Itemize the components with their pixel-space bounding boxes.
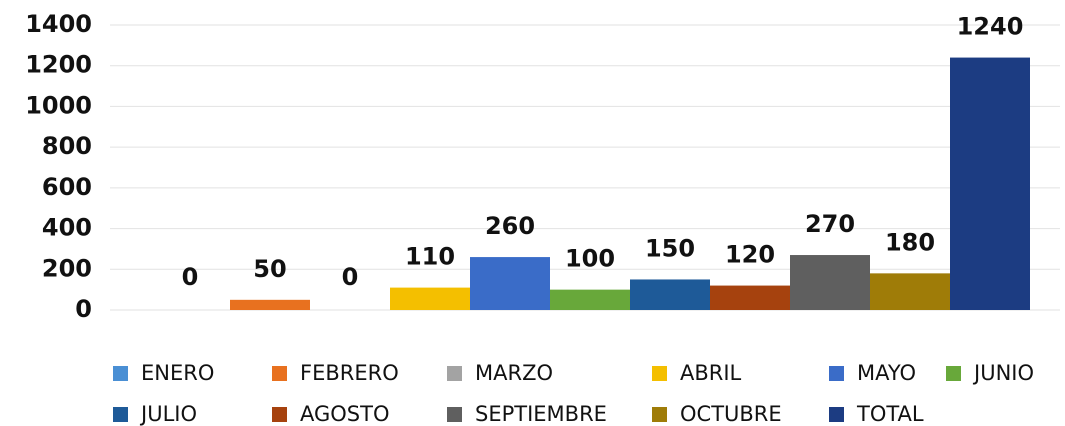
y-tick-label: 0 — [75, 295, 92, 323]
bar — [630, 279, 710, 310]
legend-swatch — [113, 366, 128, 381]
y-tick-label: 1400 — [25, 10, 92, 38]
bar — [790, 255, 870, 310]
legend-swatch — [652, 407, 667, 422]
bar — [470, 257, 550, 310]
y-tick-label: 1200 — [25, 51, 92, 79]
legend-label: TOTAL — [856, 402, 924, 426]
legend-label: JUNIO — [972, 361, 1034, 385]
legend-label: FEBRERO — [300, 361, 399, 385]
data-label: 0 — [182, 263, 199, 291]
data-label: 1240 — [957, 13, 1024, 41]
legend-label: ENERO — [141, 361, 214, 385]
legend-swatch — [946, 366, 961, 381]
legend-swatch — [652, 366, 667, 381]
bar — [390, 287, 470, 310]
legend-label: ABRIL — [680, 361, 742, 385]
legend-swatch — [272, 407, 287, 422]
bar — [230, 299, 310, 310]
bar — [550, 289, 630, 310]
legend-swatch — [829, 366, 844, 381]
legend-label: SEPTIEMBRE — [475, 402, 607, 426]
data-label: 0 — [342, 263, 359, 291]
y-tick-label: 400 — [42, 214, 92, 242]
data-label: 50 — [253, 255, 286, 283]
legend-label: AGOSTO — [300, 402, 390, 426]
legend-swatch — [113, 407, 128, 422]
bar — [710, 285, 790, 310]
legend-label: JULIO — [139, 402, 197, 426]
y-tick-label: 1000 — [25, 91, 92, 119]
data-label: 260 — [485, 212, 535, 240]
legend-swatch — [829, 407, 844, 422]
bar — [870, 273, 950, 310]
y-tick-label: 800 — [42, 132, 92, 160]
legend-label: MAYO — [857, 361, 916, 385]
y-tick-label: 600 — [42, 173, 92, 201]
data-label: 120 — [725, 241, 775, 269]
legend-swatch — [447, 407, 462, 422]
data-label: 100 — [565, 245, 615, 273]
data-label: 150 — [645, 234, 695, 262]
data-label: 270 — [805, 210, 855, 238]
legend-swatch — [447, 366, 462, 381]
legend-label: OCTUBRE — [680, 402, 782, 426]
legend-swatch — [272, 366, 287, 381]
data-label: 180 — [885, 228, 935, 256]
data-label: 110 — [405, 243, 455, 271]
y-tick-label: 200 — [42, 254, 92, 282]
bar — [950, 57, 1030, 311]
legend-label: MARZO — [475, 361, 553, 385]
